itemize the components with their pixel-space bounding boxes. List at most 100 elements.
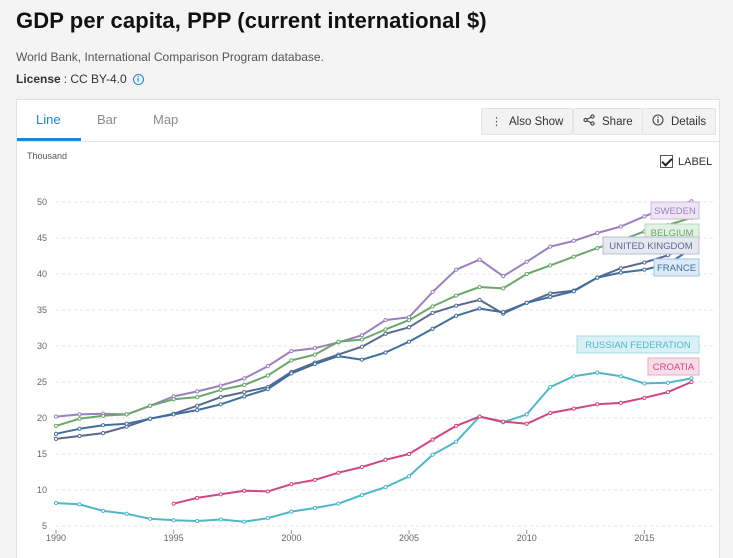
data-point	[595, 402, 600, 407]
data-point	[430, 326, 435, 331]
y-tick-label: 5	[42, 521, 47, 531]
data-point	[359, 492, 365, 498]
tab-map[interactable]: Map	[153, 112, 179, 127]
data-point	[77, 416, 82, 421]
data-point	[642, 214, 647, 219]
data-point	[454, 293, 459, 298]
y-tick-label: 40	[37, 269, 47, 279]
data-point	[406, 317, 412, 323]
data-point	[265, 364, 270, 369]
series-line	[173, 381, 692, 505]
data-point	[406, 325, 412, 330]
data-point	[430, 310, 435, 315]
data-point	[359, 464, 365, 470]
info-circle-icon	[652, 114, 664, 129]
data-point	[642, 267, 647, 272]
also-show-label: Also Show	[509, 115, 564, 128]
share-label: Share	[602, 115, 633, 128]
data-point	[665, 389, 671, 395]
info-circle-icon[interactable]: i	[132, 73, 144, 85]
data-point	[218, 383, 223, 388]
data-point	[571, 406, 576, 411]
x-tick-label: 2015	[634, 533, 654, 543]
data-point	[77, 502, 82, 507]
data-point	[454, 267, 459, 272]
data-point	[289, 358, 294, 363]
data-point	[571, 254, 576, 259]
data-point	[501, 286, 506, 291]
source-text: World Bank, International Comparison Pro…	[16, 50, 324, 64]
data-point	[454, 423, 459, 429]
data-point	[218, 395, 223, 400]
data-point	[689, 379, 694, 385]
data-point	[77, 412, 82, 417]
data-point	[618, 270, 623, 275]
also-show-button[interactable]: ⋮ Also Show	[481, 108, 574, 135]
data-point	[53, 436, 59, 441]
data-point	[383, 331, 388, 336]
label-toggle[interactable]: LABEL	[660, 155, 712, 168]
data-point	[171, 397, 176, 402]
data-point	[383, 317, 388, 323]
view-tabs: Line Bar Map ⋮ Also Show Share Details	[17, 100, 719, 142]
share-button[interactable]: Share	[573, 108, 643, 135]
data-point	[242, 382, 247, 387]
data-point	[571, 374, 576, 379]
data-point	[430, 289, 435, 295]
data-point	[195, 495, 200, 501]
data-point	[100, 413, 106, 418]
data-point	[571, 289, 576, 294]
data-point	[100, 423, 106, 428]
x-tick-label: 2010	[517, 533, 537, 543]
data-point	[642, 260, 647, 265]
data-point	[77, 433, 82, 439]
data-point	[501, 274, 506, 279]
data-point	[454, 313, 459, 318]
data-point	[595, 230, 600, 236]
data-point	[454, 303, 459, 308]
data-point	[618, 266, 623, 271]
data-point	[477, 257, 482, 262]
data-point	[242, 488, 247, 493]
y-tick-label: 50	[37, 197, 47, 207]
data-point	[665, 380, 671, 385]
data-point	[53, 431, 59, 436]
details-button[interactable]: Details	[642, 108, 717, 135]
data-point	[195, 518, 200, 524]
data-point	[642, 395, 647, 400]
data-point	[642, 381, 647, 386]
data-point	[100, 508, 106, 513]
data-point	[383, 485, 388, 490]
data-point	[430, 437, 435, 442]
data-point	[524, 300, 529, 305]
share-icon	[583, 114, 595, 129]
data-point	[595, 275, 600, 280]
data-point	[53, 423, 59, 429]
data-point	[53, 414, 59, 419]
data-point	[548, 263, 553, 268]
label-checkbox[interactable]	[660, 155, 673, 168]
y-tick-label: 30	[37, 341, 47, 351]
y-axis-unit: Thousand	[27, 151, 68, 161]
data-point	[477, 297, 482, 303]
data-point	[689, 376, 694, 381]
label-toggle-text: LABEL	[678, 155, 713, 168]
data-point	[148, 403, 153, 408]
series-line	[55, 216, 692, 427]
tab-line[interactable]: Line	[36, 112, 61, 127]
data-point	[124, 412, 129, 417]
data-point	[218, 517, 223, 522]
data-point	[100, 431, 106, 436]
tab-bar[interactable]: Bar	[97, 112, 118, 127]
series-label-tag	[647, 357, 700, 376]
data-point	[77, 426, 82, 431]
data-point	[406, 474, 412, 479]
data-point	[406, 339, 412, 344]
data-point	[524, 271, 529, 277]
series-label: UNITED KINGDOM	[609, 241, 692, 252]
y-tick-label: 35	[37, 305, 47, 315]
data-point	[548, 294, 553, 300]
data-point	[595, 245, 600, 251]
series-label-tag	[653, 258, 700, 277]
data-point	[383, 457, 388, 462]
